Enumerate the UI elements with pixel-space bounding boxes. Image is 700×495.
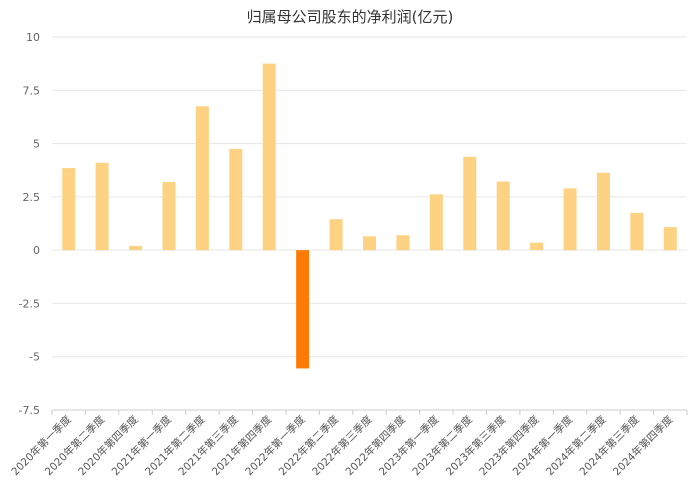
bar (62, 168, 76, 251)
x-tick-label: 2021年第二季度 (142, 413, 208, 479)
x-tick-label: 2021年第三季度 (176, 413, 242, 479)
bar (463, 156, 477, 251)
bar-layer (62, 63, 677, 369)
x-tick-label: 2021年第一季度 (109, 413, 175, 479)
y-tick-label: 0 (33, 244, 40, 257)
x-tick-label: 2023年第二季度 (410, 413, 476, 479)
y-tick-label: 2.5 (23, 191, 41, 204)
chart-title: 归属母公司股东的净利润(亿元) (246, 8, 454, 26)
bar (663, 227, 677, 251)
y-tick-label: -2.5 (19, 297, 40, 310)
x-tick-label: 2024年第一季度 (510, 413, 576, 479)
bar (262, 63, 276, 251)
bar (129, 245, 143, 251)
bar (162, 181, 176, 251)
x-tick-label: 2020年第四季度 (75, 413, 141, 479)
bar (530, 242, 544, 251)
y-tick-label: 10 (26, 31, 40, 44)
y-tick-label: 7.5 (23, 84, 41, 97)
bar (95, 162, 109, 251)
bar (563, 188, 577, 251)
y-tick-label: -5 (29, 351, 40, 364)
x-tick-label: 2020年第一季度 (9, 413, 75, 479)
bar (496, 181, 510, 251)
grid-layer (52, 36, 687, 411)
y-tick-label: -7.5 (19, 404, 40, 417)
bar (229, 148, 243, 251)
x-tick-label: 2023年第四季度 (477, 413, 543, 479)
bar (429, 194, 443, 251)
bar (329, 219, 343, 251)
bar (363, 236, 376, 251)
bar (630, 212, 644, 251)
axis-layer (51, 409, 688, 415)
x-tick-label: 2023年第一季度 (376, 413, 442, 479)
x-tick-label: 2024年第三季度 (577, 413, 643, 479)
bar (596, 172, 610, 251)
x-tick-label: 2022年第一季度 (243, 413, 309, 479)
bar (296, 250, 310, 369)
x-tick-label: 2022年第四季度 (343, 413, 409, 479)
bar (396, 235, 410, 251)
x-tick-label: 2024年第四季度 (610, 413, 676, 479)
x-tick-label: 2020年第二季度 (42, 413, 108, 479)
label-layer: 107.552.50-2.5-5-7.52020年第一季度2020年第二季度20… (9, 31, 676, 478)
x-tick-label: 2024年第二季度 (543, 413, 609, 479)
x-tick-label: 2023年第三季度 (443, 413, 509, 479)
x-tick-label: 2022年第二季度 (276, 413, 342, 479)
bar (195, 106, 209, 251)
x-tick-label: 2021年第四季度 (209, 413, 275, 479)
y-tick-label: 5 (33, 138, 40, 151)
x-tick-label: 2022年第三季度 (309, 413, 375, 479)
